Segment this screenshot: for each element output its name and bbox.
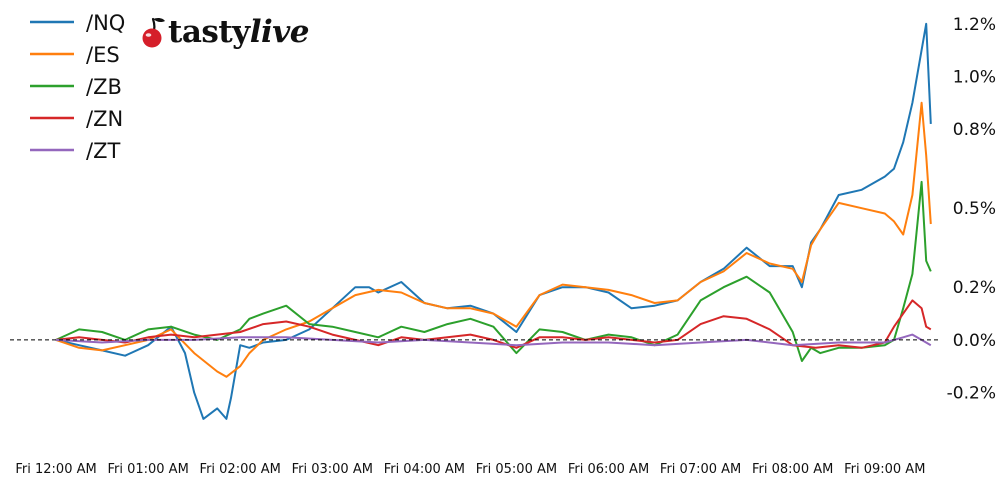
x-tick-label: Fri 05:00 AM [476,462,557,477]
series-line-nq [55,22,932,420]
legend-label: /NQ [86,11,125,35]
legend-label: /ZN [86,107,123,131]
x-tick-label: Fri 02:00 AM [200,462,281,477]
x-tick-label: Fri 01:00 AM [107,462,188,477]
legend-item: /NQ [30,11,125,35]
x-tick-label: Fri 04:00 AM [384,462,465,477]
brand-tasty: tasty [168,14,250,50]
x-tick-label: Fri 12:00 AM [15,462,96,477]
legend-label: /ZB [86,75,122,99]
x-tick-label: Fri 07:00 AM [660,462,741,477]
y-axis-ticks: -0.2% 0.0% 0.2% 0.5% 0.8% 1.0% 1.2% [947,15,996,404]
legend-item: /ZN [30,107,123,131]
series-lines [55,22,932,420]
y-tick-label: 0.0% [953,331,996,351]
legend-label: /ES [86,43,120,67]
series-line-zt [55,333,932,347]
x-tick-label: Fri 03:00 AM [292,462,373,477]
legend: /NQ/ES/ZB/ZN/ZT [30,11,125,163]
x-axis-ticks: Fri 12:00 AM Fri 01:00 AM Fri 02:00 AM Fri … [15,462,925,477]
y-tick-label: 0.5% [953,199,996,219]
legend-item: /ZB [30,75,122,99]
series-line-zn [55,299,932,349]
series-line-zb [55,180,932,362]
y-tick-label: -0.2% [947,384,996,404]
legend-item: /ES [30,43,120,67]
y-tick-label: 0.2% [953,278,996,298]
x-tick-label: Fri 09:00 AM [844,462,925,477]
cherry-icon [142,17,165,48]
x-tick-label: Fri 06:00 AM [568,462,649,477]
tastylive-logo: tastylive [138,14,310,50]
y-tick-label: 1.0% [953,67,996,87]
legend-item: /ZT [30,139,120,163]
series-line-es [55,101,932,378]
legend-label: /ZT [86,139,120,163]
y-tick-label: 0.8% [953,120,996,140]
y-tick-label: 1.2% [953,15,996,35]
brand-live: live [249,14,310,50]
brand-wordmark: tastylive [168,14,310,50]
x-tick-label: Fri 08:00 AM [752,462,833,477]
